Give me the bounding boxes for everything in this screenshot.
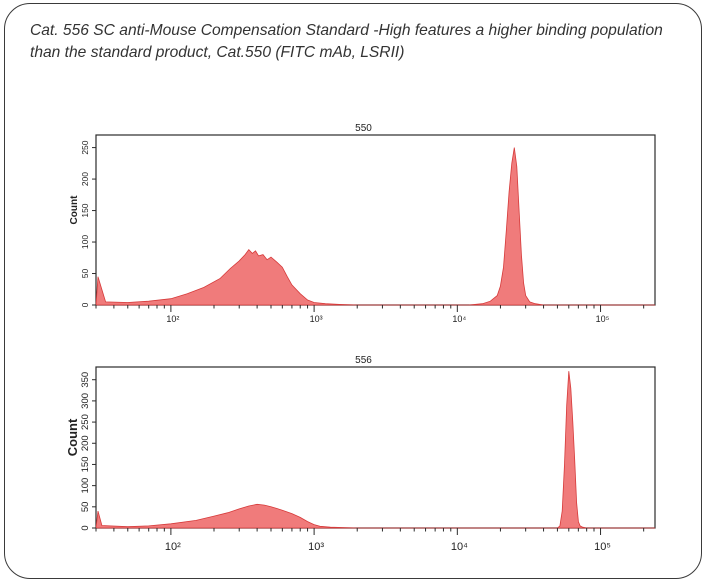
y-tick-label: 200 xyxy=(80,172,90,186)
x-tick-label: 10³ xyxy=(310,314,323,324)
histogram-panel-556: 556 10² 10³ 10⁴ 10⁵ 0 50 100 150 200 250 300 350 Coun… xyxy=(65,355,656,553)
figure-caption: Cat. 556 SC anti-Mouse Compensation Stan… xyxy=(30,22,663,61)
y-tick-label: 50 xyxy=(80,502,91,513)
y-axis-label: Count xyxy=(69,195,80,225)
x-tick-label: 10⁵ xyxy=(596,314,610,324)
y-tick-label: 250 xyxy=(80,140,90,154)
y-tick-label: 0 xyxy=(80,525,91,530)
y-tick-label: 50 xyxy=(80,269,90,279)
x-tick-label: 10⁵ xyxy=(594,541,611,553)
x-tick-label: 10² xyxy=(165,541,181,553)
x-tick-label: 10³ xyxy=(308,541,324,553)
y-tick-label: 250 xyxy=(80,414,91,430)
plot-frame xyxy=(95,366,656,529)
x-tick-label: 10² xyxy=(166,314,179,324)
y-tick-label: 100 xyxy=(80,478,91,494)
y-tick-label: 200 xyxy=(80,435,91,451)
y-tick-label: 300 xyxy=(80,393,91,409)
x-tick-label: 10⁴ xyxy=(451,541,468,553)
y-tick-label: 150 xyxy=(80,203,90,217)
plot-frame xyxy=(95,134,656,306)
y-tick-label: 350 xyxy=(80,372,91,388)
y-tick-label: 0 xyxy=(80,302,90,307)
histogram-area xyxy=(95,371,655,529)
y-tick-label: 150 xyxy=(80,457,91,473)
y-axis-label: Count xyxy=(65,418,80,456)
x-tick-label: 10⁴ xyxy=(452,314,466,324)
plot-title: 556 xyxy=(355,355,372,366)
histogram-area xyxy=(95,147,655,306)
plot-title: 550 xyxy=(355,123,372,134)
histogram-panel-550: 550 10² 10³ 10⁴ 10⁵ 0 50 100 150 200 250 Count xyxy=(69,123,656,324)
y-tick-label: 100 xyxy=(80,235,90,249)
